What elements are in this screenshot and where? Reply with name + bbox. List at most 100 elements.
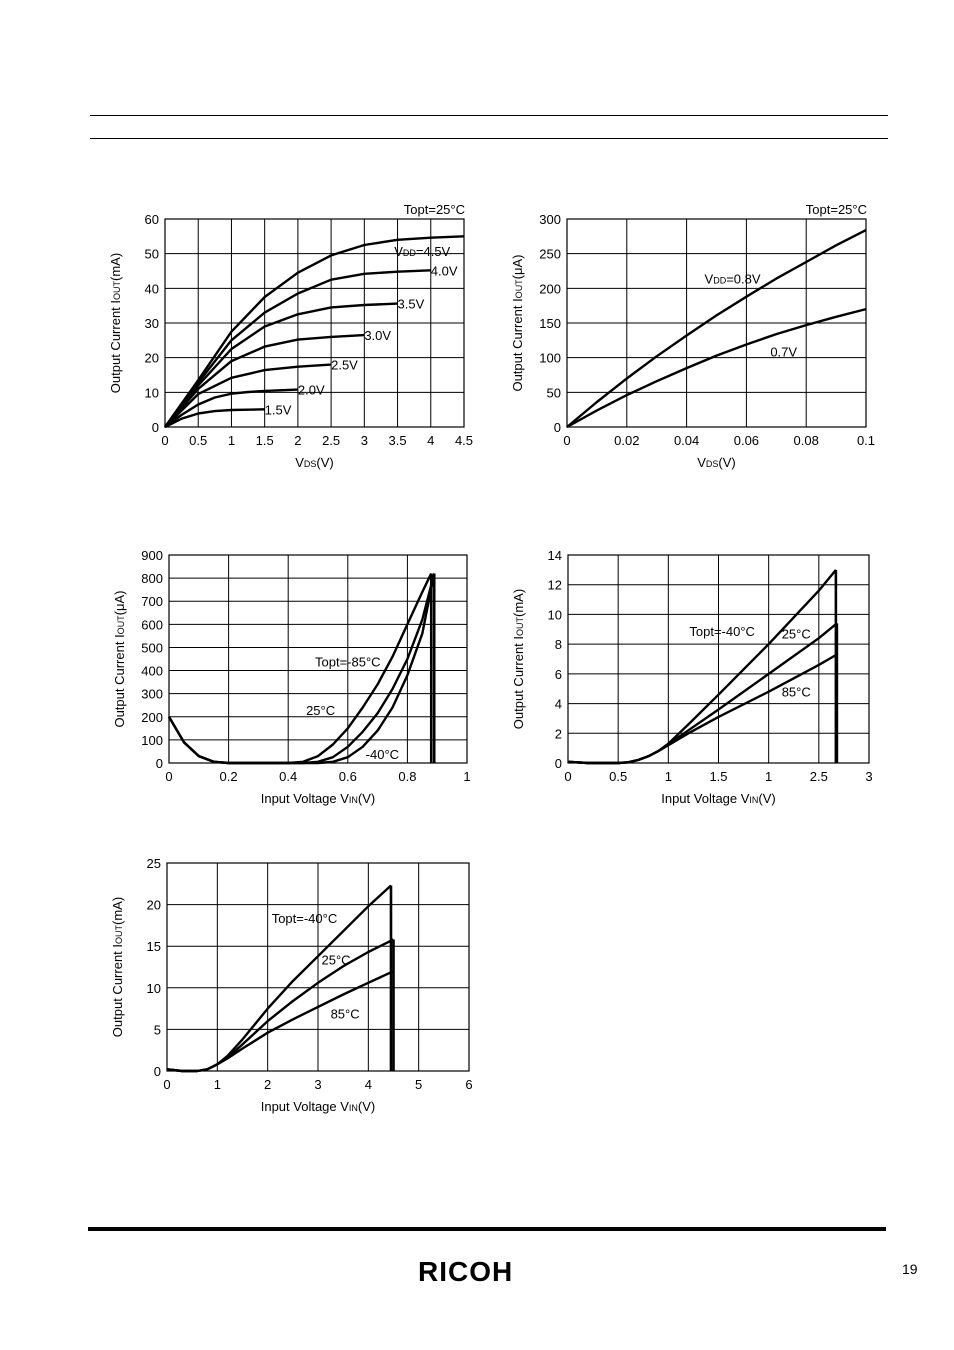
brand-logo: RICOH [418,1256,514,1287]
series-label: Topt=-40°C [689,624,755,639]
y-tick-label: 50 [547,385,561,400]
series-label: Topt=-40°C [272,911,338,926]
x-tick-label: 0 [161,433,168,448]
x-tick-label: 1 [214,1077,221,1092]
x-tick-label: 5 [415,1077,422,1092]
x-tick-label: 1 [765,769,772,784]
series-line [567,653,838,765]
x-tick-label: 0 [163,1077,170,1092]
y-tick-label: 40 [145,281,159,296]
x-tick-label: 3 [314,1077,321,1092]
x-tick-label: 0.2 [220,769,238,784]
series-line [164,235,465,428]
x-axis-label: Input Voltage VIN(V) [661,791,776,806]
y-tick-label: 8 [555,637,562,652]
x-tick-label: 1 [665,769,672,784]
series-label: 3.0V [364,328,391,343]
series-line [164,388,298,428]
x-tick-label: 0 [563,433,570,448]
series-line [566,307,867,429]
y-tick-label: 50 [145,247,159,262]
y-axis-label: Output Current IOUT(mA) [110,897,125,1037]
series-label: 2.0V [298,383,325,398]
series-label: 25°C [306,703,335,718]
x-tick-label: 2.5 [322,433,340,448]
x-tick-label: 2 [294,433,301,448]
y-tick-label: 900 [141,548,163,563]
y-tick-label: 0 [156,756,163,771]
x-tick-label: 4 [365,1077,372,1092]
series-label: VDD=0.8V [705,272,761,287]
x-tick-label: 3.5 [389,433,407,448]
header-rule-top [90,115,888,116]
x-tick-label: 0 [165,769,172,784]
series-line [566,229,867,428]
y-tick-label: 10 [548,607,562,622]
series-line [164,363,332,428]
y-tick-label: 20 [147,898,161,913]
x-tick-label: 0.04 [674,433,699,448]
x-tick-label: 3 [361,433,368,448]
x-tick-label: 3 [865,769,872,784]
y-tick-label: 0 [152,420,159,435]
y-tick-label: 500 [141,640,163,655]
y-tick-label: 250 [539,247,561,262]
footer-rule [88,1227,886,1231]
y-axis-label: Output Current IOUT(μA) [510,254,525,391]
y-tick-label: 0 [554,420,561,435]
series-label: 25°C [322,953,351,968]
series-label: Topt=-85°C [315,654,381,669]
plot-frame [567,554,870,764]
x-tick-label: 0 [564,769,571,784]
y-tick-label: 200 [141,710,163,725]
series-line [166,938,395,1073]
series-label: 4.0V [431,263,458,278]
x-tick-label: 1 [228,433,235,448]
y-tick-label: 600 [141,617,163,632]
y-tick-label: 14 [548,548,562,563]
y-tick-label: 6 [555,667,562,682]
series-line [164,269,431,428]
x-tick-label: 0.4 [279,769,297,784]
y-tick-label: 400 [141,664,163,679]
x-axis-label: Input Voltage VIN(V) [261,791,376,806]
series-label: VDD=4.5V [394,244,450,259]
x-tick-label: 4 [427,433,434,448]
series-line [166,970,395,1073]
series-label: 1.5V [265,402,292,417]
x-axis-label: Input Voltage VIN(V) [261,1099,376,1114]
y-tick-label: 300 [539,212,561,227]
y-tick-label: 800 [141,571,163,586]
series-line [164,333,365,428]
series-line [164,302,398,428]
y-axis-label: Output Current IOUT(mA) [108,253,123,393]
x-tick-label: 1.5 [256,433,274,448]
y-axis-label: Output Current IOUT(μA) [112,590,127,727]
x-axis-label: VDS(V) [295,455,334,470]
y-tick-label: 100 [539,351,561,366]
x-tick-label: 2.5 [810,769,828,784]
x-tick-label: 0.5 [189,433,207,448]
x-tick-label: 6 [465,1077,472,1092]
y-tick-label: 60 [145,212,159,227]
x-tick-label: 2 [264,1077,271,1092]
plot-frame [166,862,470,1072]
series-line [167,573,436,765]
y-tick-label: 20 [145,351,159,366]
y-tick-label: 150 [539,316,561,331]
y-tick-label: 0 [154,1064,161,1079]
x-tick-label: 1 [463,769,470,784]
x-tick-label: 0.5 [609,769,627,784]
x-tick-label: 4.5 [455,433,473,448]
y-tick-label: 300 [141,687,163,702]
series-label: 25°C [782,627,811,642]
x-tick-label: 0.06 [734,433,759,448]
y-axis-label: Output Current IOUT(mA) [511,589,526,729]
y-tick-label: 10 [145,385,159,400]
y-tick-label: 10 [147,981,161,996]
